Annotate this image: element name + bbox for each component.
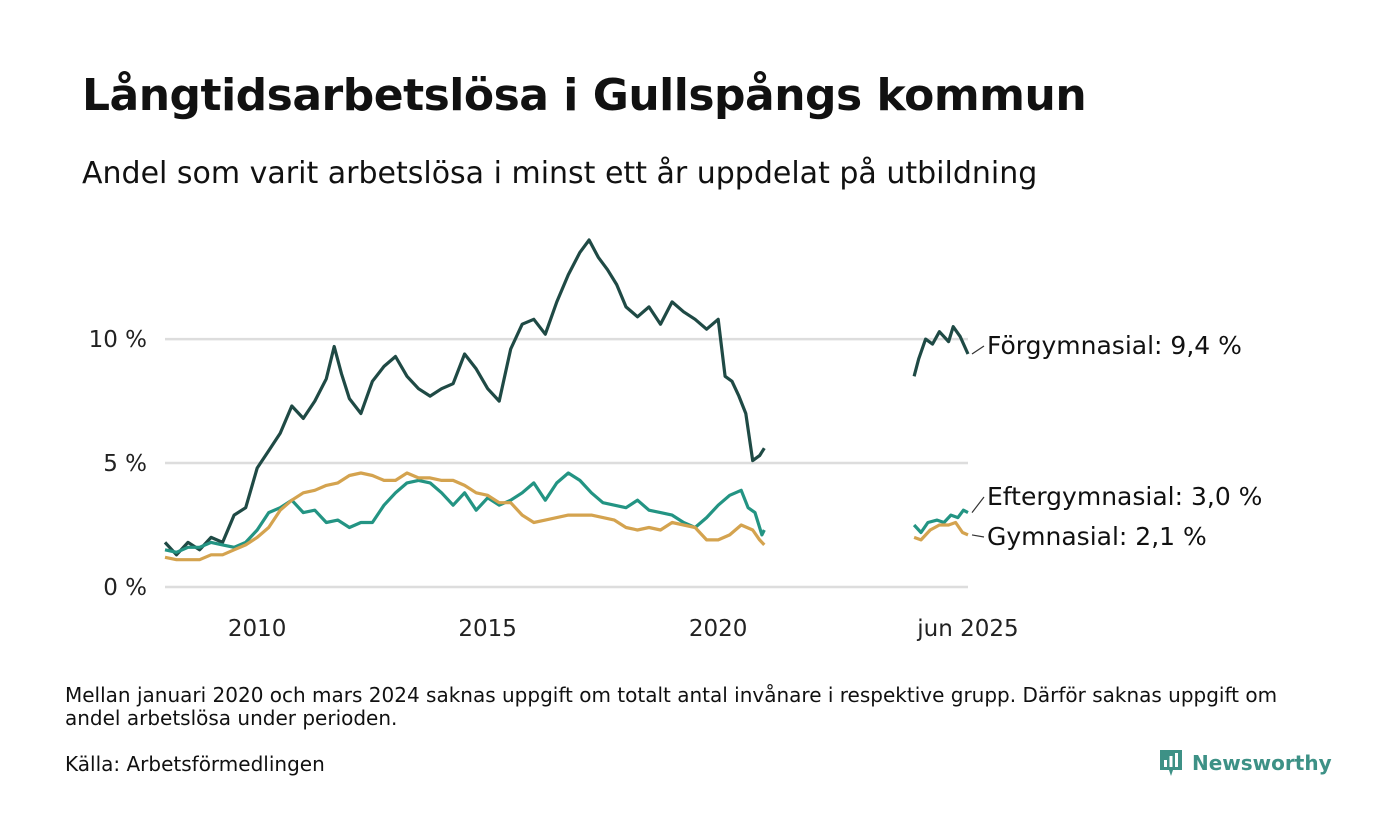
source-note: Källa: Arbetsförmedlingen <box>65 752 325 776</box>
x-tick-label: jun 2025 <box>916 616 1018 642</box>
series-f-rgymnasial-label: Förgymnasial: 9,4 % <box>987 331 1242 360</box>
series-eftergymnasial-line <box>164 471 766 554</box>
chart-title: Långtidsarbetslösa i Gullspångs kommun <box>82 70 1087 121</box>
y-axis-tick-labels: 0 % 5 % 10 % <box>89 327 147 601</box>
series-f-rgymnasial-label-connector <box>971 345 985 355</box>
chart-subtitle: Andel som varit arbetslösa i minst ett å… <box>82 156 1038 191</box>
series-f-rgymnasial-line <box>163 238 766 557</box>
newsworthy-logo-icon <box>1160 750 1182 776</box>
x-tick-label: 2010 <box>228 616 287 642</box>
series-f-rgymnasial-line-recent <box>912 325 970 377</box>
series-gymnasial-line-recent <box>913 520 969 542</box>
line-chart: 0 % 5 % 10 % 2010 2015 2020 jun 2025 Förgymna… <box>89 238 1262 642</box>
newsworthy-brand[interactable]: Newsworthy <box>1158 748 1332 778</box>
series-gymnasial-label: Gymnasial: 2,1 % <box>987 522 1207 551</box>
series-eftergymnasial-label-connector <box>971 496 985 513</box>
series-eftergymnasial-label: Eftergymnasial: 3,0 % <box>987 482 1262 511</box>
x-axis-tick-labels: 2010 2015 2020 jun 2025 <box>228 616 1019 642</box>
grid-lines <box>165 337 968 589</box>
series-gymnasial-label-connector <box>971 534 985 538</box>
y-tick-label: 10 % <box>89 327 147 353</box>
series-lines <box>163 238 970 562</box>
series-eftergymnasial-line-recent <box>912 508 969 535</box>
footnote: Mellan januari 2020 och mars 2024 saknas… <box>65 683 1278 730</box>
y-tick-label: 0 % <box>103 575 147 601</box>
series-labels: Förgymnasial: 9,4 % Eftergymnasial: 3,0 %… <box>971 331 1262 551</box>
y-tick-label: 5 % <box>103 451 147 477</box>
series-gymnasial-line <box>164 471 766 562</box>
x-tick-label: 2020 <box>689 616 748 642</box>
brand-name: Newsworthy <box>1192 751 1332 775</box>
x-tick-label: 2015 <box>458 616 517 642</box>
